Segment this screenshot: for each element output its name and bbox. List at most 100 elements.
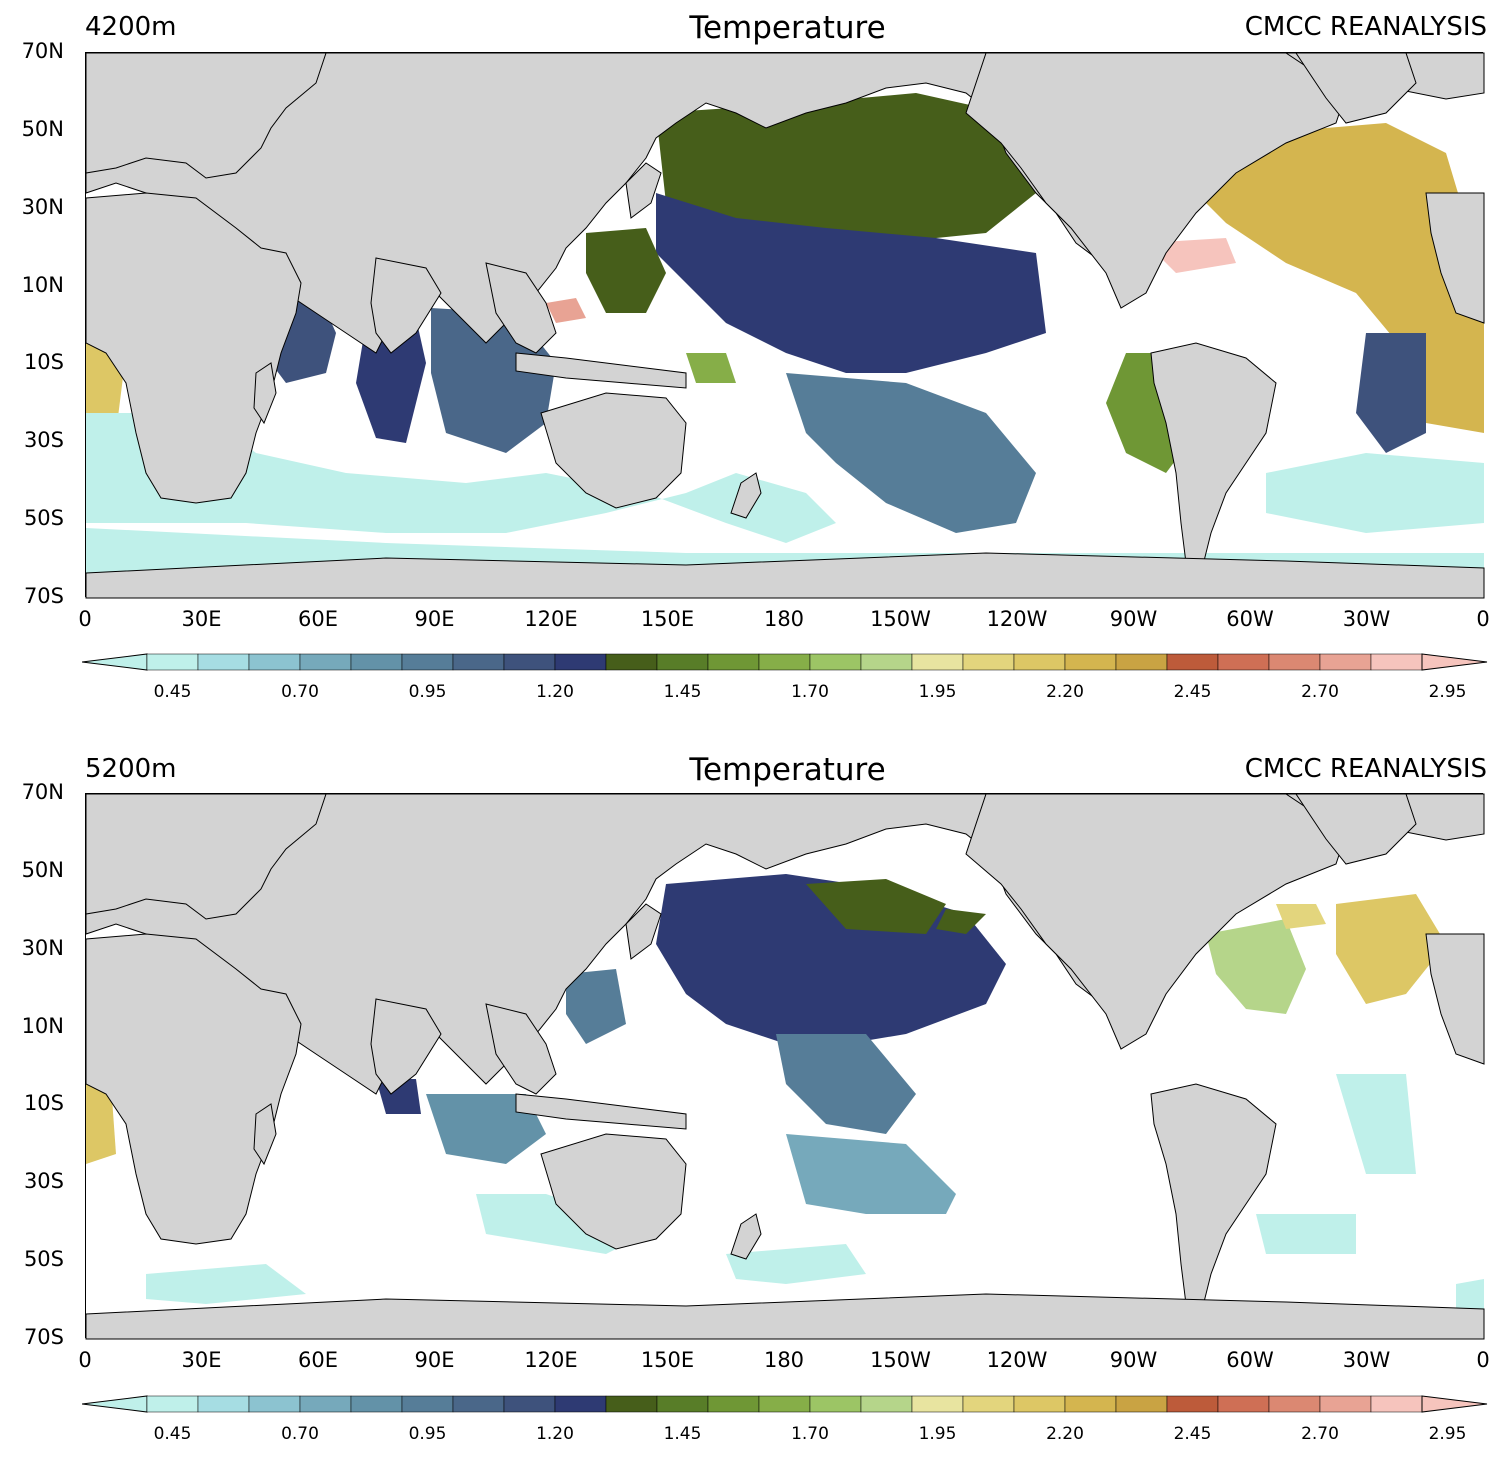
temperature-field xyxy=(86,874,1484,1314)
lon-tick-label: 60W xyxy=(1226,607,1274,631)
lon-tick-label: 60E xyxy=(298,607,338,631)
colorbar-swatch xyxy=(248,1395,301,1413)
colorbar-label: 0.70 xyxy=(281,1424,319,1444)
colorbar-swatch xyxy=(1370,1395,1423,1413)
colorbar-swatch xyxy=(911,1395,964,1413)
temperature-patch xyxy=(1276,904,1326,929)
land-europe xyxy=(85,793,327,920)
colorbar-swatch xyxy=(962,1395,1015,1413)
land-india xyxy=(370,257,442,354)
land-japan xyxy=(625,903,662,960)
colorbar xyxy=(81,652,1492,684)
land-greenland xyxy=(1295,52,1417,124)
colorbar-label: 1.20 xyxy=(536,1424,574,1444)
temperature-patch xyxy=(586,228,666,313)
source-label: CMCC REANALYSIS xyxy=(1244,12,1487,42)
colorbar-swatch xyxy=(1268,1395,1321,1413)
land-indo xyxy=(515,352,687,389)
colorbar-label: 2.45 xyxy=(1173,1424,1212,1444)
land-australia xyxy=(540,392,687,509)
lon-tick-label: 150E xyxy=(640,1348,695,1372)
lat-tick-label: 10S xyxy=(23,350,64,375)
land-antarctica xyxy=(85,552,1485,599)
lat-tick-label: 50S xyxy=(23,506,64,531)
lon-tick-label: 90E xyxy=(414,1348,455,1372)
colorbar-label: 1.20 xyxy=(536,682,574,702)
lat-tick-label: 10N xyxy=(21,272,64,297)
depth-label: 5200m xyxy=(85,754,177,784)
temperature-patch xyxy=(786,373,1036,533)
colorbar-label: 0.70 xyxy=(281,682,319,702)
lat-tick-label: 70S xyxy=(23,584,64,608)
colorbar-label: 0.95 xyxy=(408,682,447,702)
land-eafrica xyxy=(1425,192,1485,324)
land-seasia xyxy=(485,1003,557,1095)
colorbar-label: 2.70 xyxy=(1301,1424,1339,1444)
lon-tick-label: 150W xyxy=(870,607,931,631)
land-europe xyxy=(85,52,327,179)
lon-tick-label: 90W xyxy=(1109,607,1158,631)
colorbar-extend-min xyxy=(81,1395,148,1413)
land-nz xyxy=(730,472,762,519)
temperature-patch xyxy=(1206,919,1306,1014)
land-nz xyxy=(730,1213,762,1260)
temperature-map xyxy=(85,52,1485,599)
panel-4200m: 4200m Temperature CMCC REANALYSIS 70N 50N… xyxy=(21,10,1492,702)
map-frame xyxy=(85,52,1485,599)
lat-tick-label: 30N xyxy=(21,935,64,960)
colorbar-swatch xyxy=(707,1395,760,1413)
colorbar-label: 1.95 xyxy=(918,1424,957,1444)
map-title: Temperature xyxy=(689,10,886,46)
temperature-patch xyxy=(1336,894,1446,1004)
temperature-patch xyxy=(546,298,586,323)
colorbar-swatch xyxy=(1013,1395,1066,1413)
lon-tick-label: 60W xyxy=(1226,1348,1274,1372)
temperature-patch xyxy=(86,413,836,543)
lon-tick-label: 120E xyxy=(524,607,578,631)
colorbar-swatch xyxy=(350,1395,403,1413)
colorbar-label: 2.20 xyxy=(1046,1424,1084,1444)
land-africa xyxy=(85,192,302,504)
temperature-patch xyxy=(1256,1214,1356,1254)
colorbar-swatch xyxy=(1115,1395,1168,1413)
land-africa xyxy=(85,933,302,1245)
colorbar-label: 2.20 xyxy=(1046,682,1084,702)
colorbar-swatch xyxy=(758,1395,811,1413)
temperature-patch xyxy=(86,1084,116,1164)
lon-tick-label: 180 xyxy=(763,1348,805,1372)
colorbar-label: 1.70 xyxy=(791,1424,829,1444)
colorbar-swatch xyxy=(503,1395,556,1413)
temperature-patch xyxy=(776,1034,916,1134)
lon-tick-label: 180 xyxy=(763,607,805,631)
lat-tick-label: 30S xyxy=(23,1169,64,1194)
map-title: Temperature xyxy=(689,752,886,788)
land-australia xyxy=(540,1133,687,1250)
colorbar-label: 0.45 xyxy=(153,1424,192,1444)
lon-tick-label: 120E xyxy=(524,1348,578,1372)
colorbar-label: 2.95 xyxy=(1428,682,1467,702)
colorbar-label: 2.95 xyxy=(1428,1424,1467,1444)
land-indo xyxy=(515,1093,687,1130)
lat-tick-label: 70N xyxy=(21,780,64,804)
land-japan xyxy=(625,162,662,219)
lon-tick-label: 120W xyxy=(986,1348,1048,1372)
colorbar-swatch xyxy=(1064,1395,1117,1413)
depth-label: 4200m xyxy=(85,12,177,42)
lat-tick-label: 30S xyxy=(23,428,64,453)
land-madag xyxy=(253,1103,277,1166)
colorbar-swatch xyxy=(197,1395,250,1413)
colorbar-swatch xyxy=(860,1395,913,1413)
lon-tick-label: 150W xyxy=(870,1348,931,1372)
land-masses xyxy=(85,793,1485,1340)
land-eafrica xyxy=(1425,933,1485,1065)
land-greenland xyxy=(1295,793,1417,865)
land-seasia xyxy=(485,262,557,354)
land-masses xyxy=(85,52,1485,599)
lat-tick-label: 10N xyxy=(21,1013,64,1038)
lon-tick-label: 120W xyxy=(986,607,1048,631)
lon-tick-label: 60E xyxy=(298,1348,338,1372)
colorbar-swatch xyxy=(452,1395,505,1413)
land-madag xyxy=(253,362,277,425)
colorbar-extend-max xyxy=(1421,1395,1488,1413)
